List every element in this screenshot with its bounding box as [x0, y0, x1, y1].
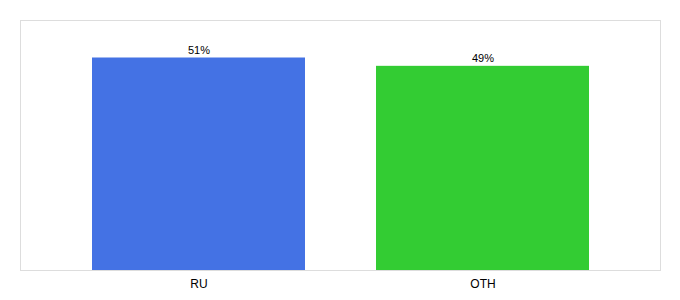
svg-text:RU: RU	[190, 277, 207, 291]
svg-text:49%: 49%	[472, 52, 494, 64]
svg-text:51%: 51%	[188, 44, 210, 56]
svg-text:OTH: OTH	[470, 277, 495, 291]
